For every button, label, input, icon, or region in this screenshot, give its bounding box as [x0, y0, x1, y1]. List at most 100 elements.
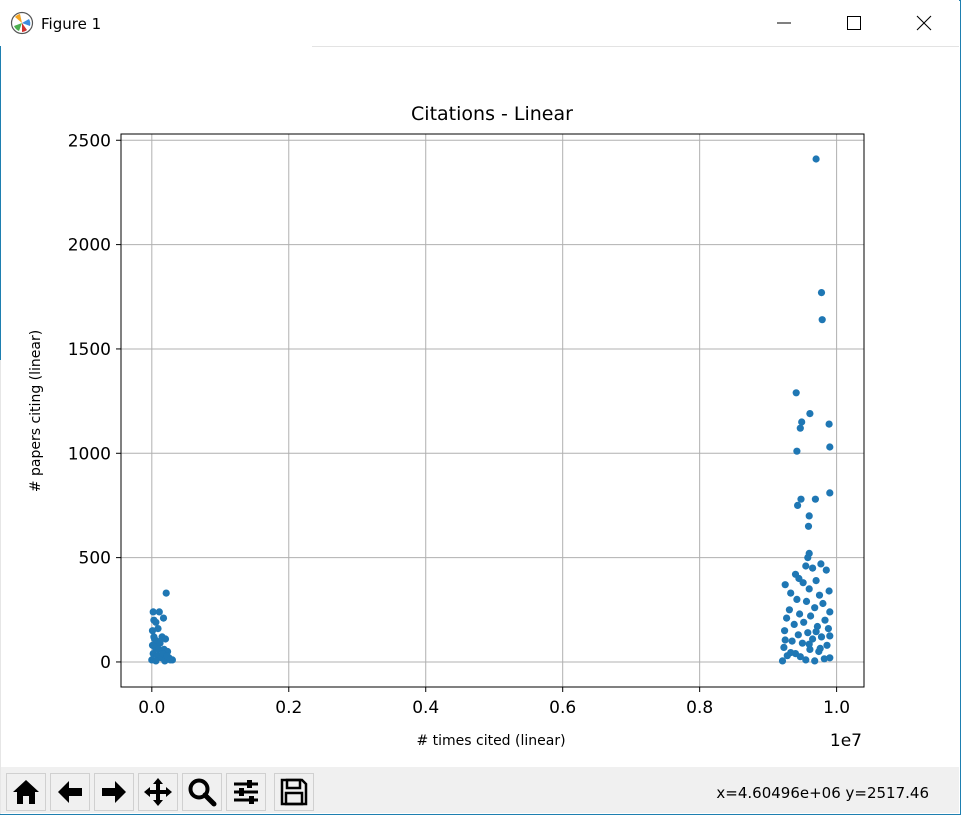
scatter-point	[825, 587, 833, 595]
x-axis-label: # times cited (linear)	[416, 733, 565, 749]
forward-arrow-icon	[102, 781, 126, 803]
scatter-point	[826, 443, 834, 451]
scatter-point	[154, 625, 162, 633]
back-button[interactable]	[50, 773, 90, 811]
minimize-icon	[777, 22, 791, 24]
y-axis-label: # papers citing (linear)	[28, 330, 44, 492]
scatter-point	[824, 625, 833, 633]
y-axis-ticks: 0 500 1000 1500 2000 2500	[68, 131, 121, 673]
scatter-point	[792, 389, 800, 397]
scatter-point	[826, 632, 834, 640]
axes-frame	[120, 133, 865, 688]
forward-button[interactable]	[94, 773, 134, 811]
scatter-point	[150, 633, 158, 641]
close-button[interactable]	[889, 0, 959, 46]
scatter-point	[790, 620, 798, 629]
pan-button[interactable]	[138, 773, 178, 811]
scatter-point	[796, 424, 804, 432]
home-button[interactable]	[6, 773, 46, 811]
scatter-point	[152, 657, 160, 665]
minimize-button[interactable]	[749, 0, 819, 46]
scatter-point	[817, 633, 826, 641]
close-icon	[916, 15, 932, 31]
x-tick-label: 1.0	[823, 698, 850, 718]
scatter-point	[807, 612, 815, 620]
cursor-coordinates: x=4.60496e+06 y=2517.46	[716, 784, 929, 802]
scatter-point	[156, 639, 164, 647]
maximize-icon	[847, 16, 861, 30]
scatter-point	[802, 656, 810, 664]
title-bar: Figure 1	[0, 0, 959, 46]
x-axis-ticks: 0.0 0.2 0.4 0.6 0.8 1.0	[138, 687, 850, 718]
scatter-point	[802, 597, 811, 606]
scatter-point	[794, 631, 802, 639]
scatter-point	[166, 656, 174, 664]
x-tick-label: 0.2	[275, 698, 302, 718]
scatter-point	[811, 657, 819, 665]
configure-subplots-icon	[234, 780, 258, 804]
scatter-points	[148, 155, 834, 665]
scatter-point	[161, 635, 170, 643]
scatter-point	[781, 636, 789, 644]
y-tick-label: 1500	[68, 340, 111, 360]
scatter-point	[811, 604, 819, 612]
scatter-point	[809, 564, 817, 572]
scatter-point	[793, 595, 801, 604]
scatter-point	[794, 501, 802, 509]
scatter-point	[823, 641, 831, 649]
y-tick-label: 1000	[68, 444, 111, 464]
scatter-point	[822, 566, 830, 574]
scatter-point	[819, 599, 827, 608]
zoom-button[interactable]	[182, 773, 222, 811]
scatter-point	[804, 629, 812, 637]
scatter-point	[781, 627, 789, 635]
scatter-point	[811, 495, 820, 503]
y-tick-label: 0	[100, 653, 111, 673]
scatter-point	[817, 560, 825, 568]
scatter-point	[781, 581, 789, 589]
save-button[interactable]	[274, 773, 314, 811]
navigation-toolbar: x=4.60496e+06 y=2517.46	[1, 767, 959, 813]
y-tick-label: 2000	[68, 236, 111, 256]
scatter-point	[797, 495, 805, 503]
scatter-point	[798, 418, 806, 426]
grid-lines	[121, 134, 864, 687]
scatter-point	[780, 643, 788, 652]
scatter-point	[152, 618, 160, 626]
window-title: Figure 1	[41, 15, 102, 33]
scatter-point	[778, 657, 787, 665]
save-icon	[280, 778, 308, 806]
window-edge	[0, 360, 1, 814]
scatter-point	[800, 618, 808, 626]
scatter-point	[817, 289, 826, 297]
scatter-point	[799, 579, 807, 587]
scatter-point	[148, 627, 157, 635]
maximize-button[interactable]	[819, 0, 889, 46]
scatter-point	[788, 637, 796, 645]
scatter-point	[816, 644, 824, 653]
y-tick-label: 500	[79, 549, 111, 569]
back-arrow-icon	[58, 781, 82, 803]
scatter-point	[809, 635, 817, 643]
scatter-point	[826, 489, 834, 497]
scatter-point	[812, 155, 820, 163]
scatter-point	[783, 614, 791, 622]
y-tick-label: 2500	[68, 131, 111, 151]
scatter-point	[785, 606, 794, 614]
scatter-point	[804, 554, 812, 562]
scatter-point	[804, 522, 813, 530]
scatter-point	[805, 512, 813, 520]
configure-subplots-button[interactable]	[226, 773, 266, 811]
scatter-point	[793, 447, 801, 455]
scatter-point	[805, 585, 813, 593]
scatter-point	[155, 608, 163, 616]
scatter-point	[821, 616, 829, 624]
home-icon	[13, 780, 39, 804]
scatter-chart[interactable]: 0.0 0.2 0.4 0.6 0.8 1.0 05001000150020002500 …	[0, 46, 959, 766]
scatter-point	[798, 639, 807, 647]
matplotlib-app-icon	[10, 11, 34, 35]
chart-title: Citations - Linear	[411, 103, 573, 125]
scatter-point	[825, 420, 833, 428]
scatter-point	[802, 562, 810, 570]
scatter-point	[805, 640, 813, 648]
